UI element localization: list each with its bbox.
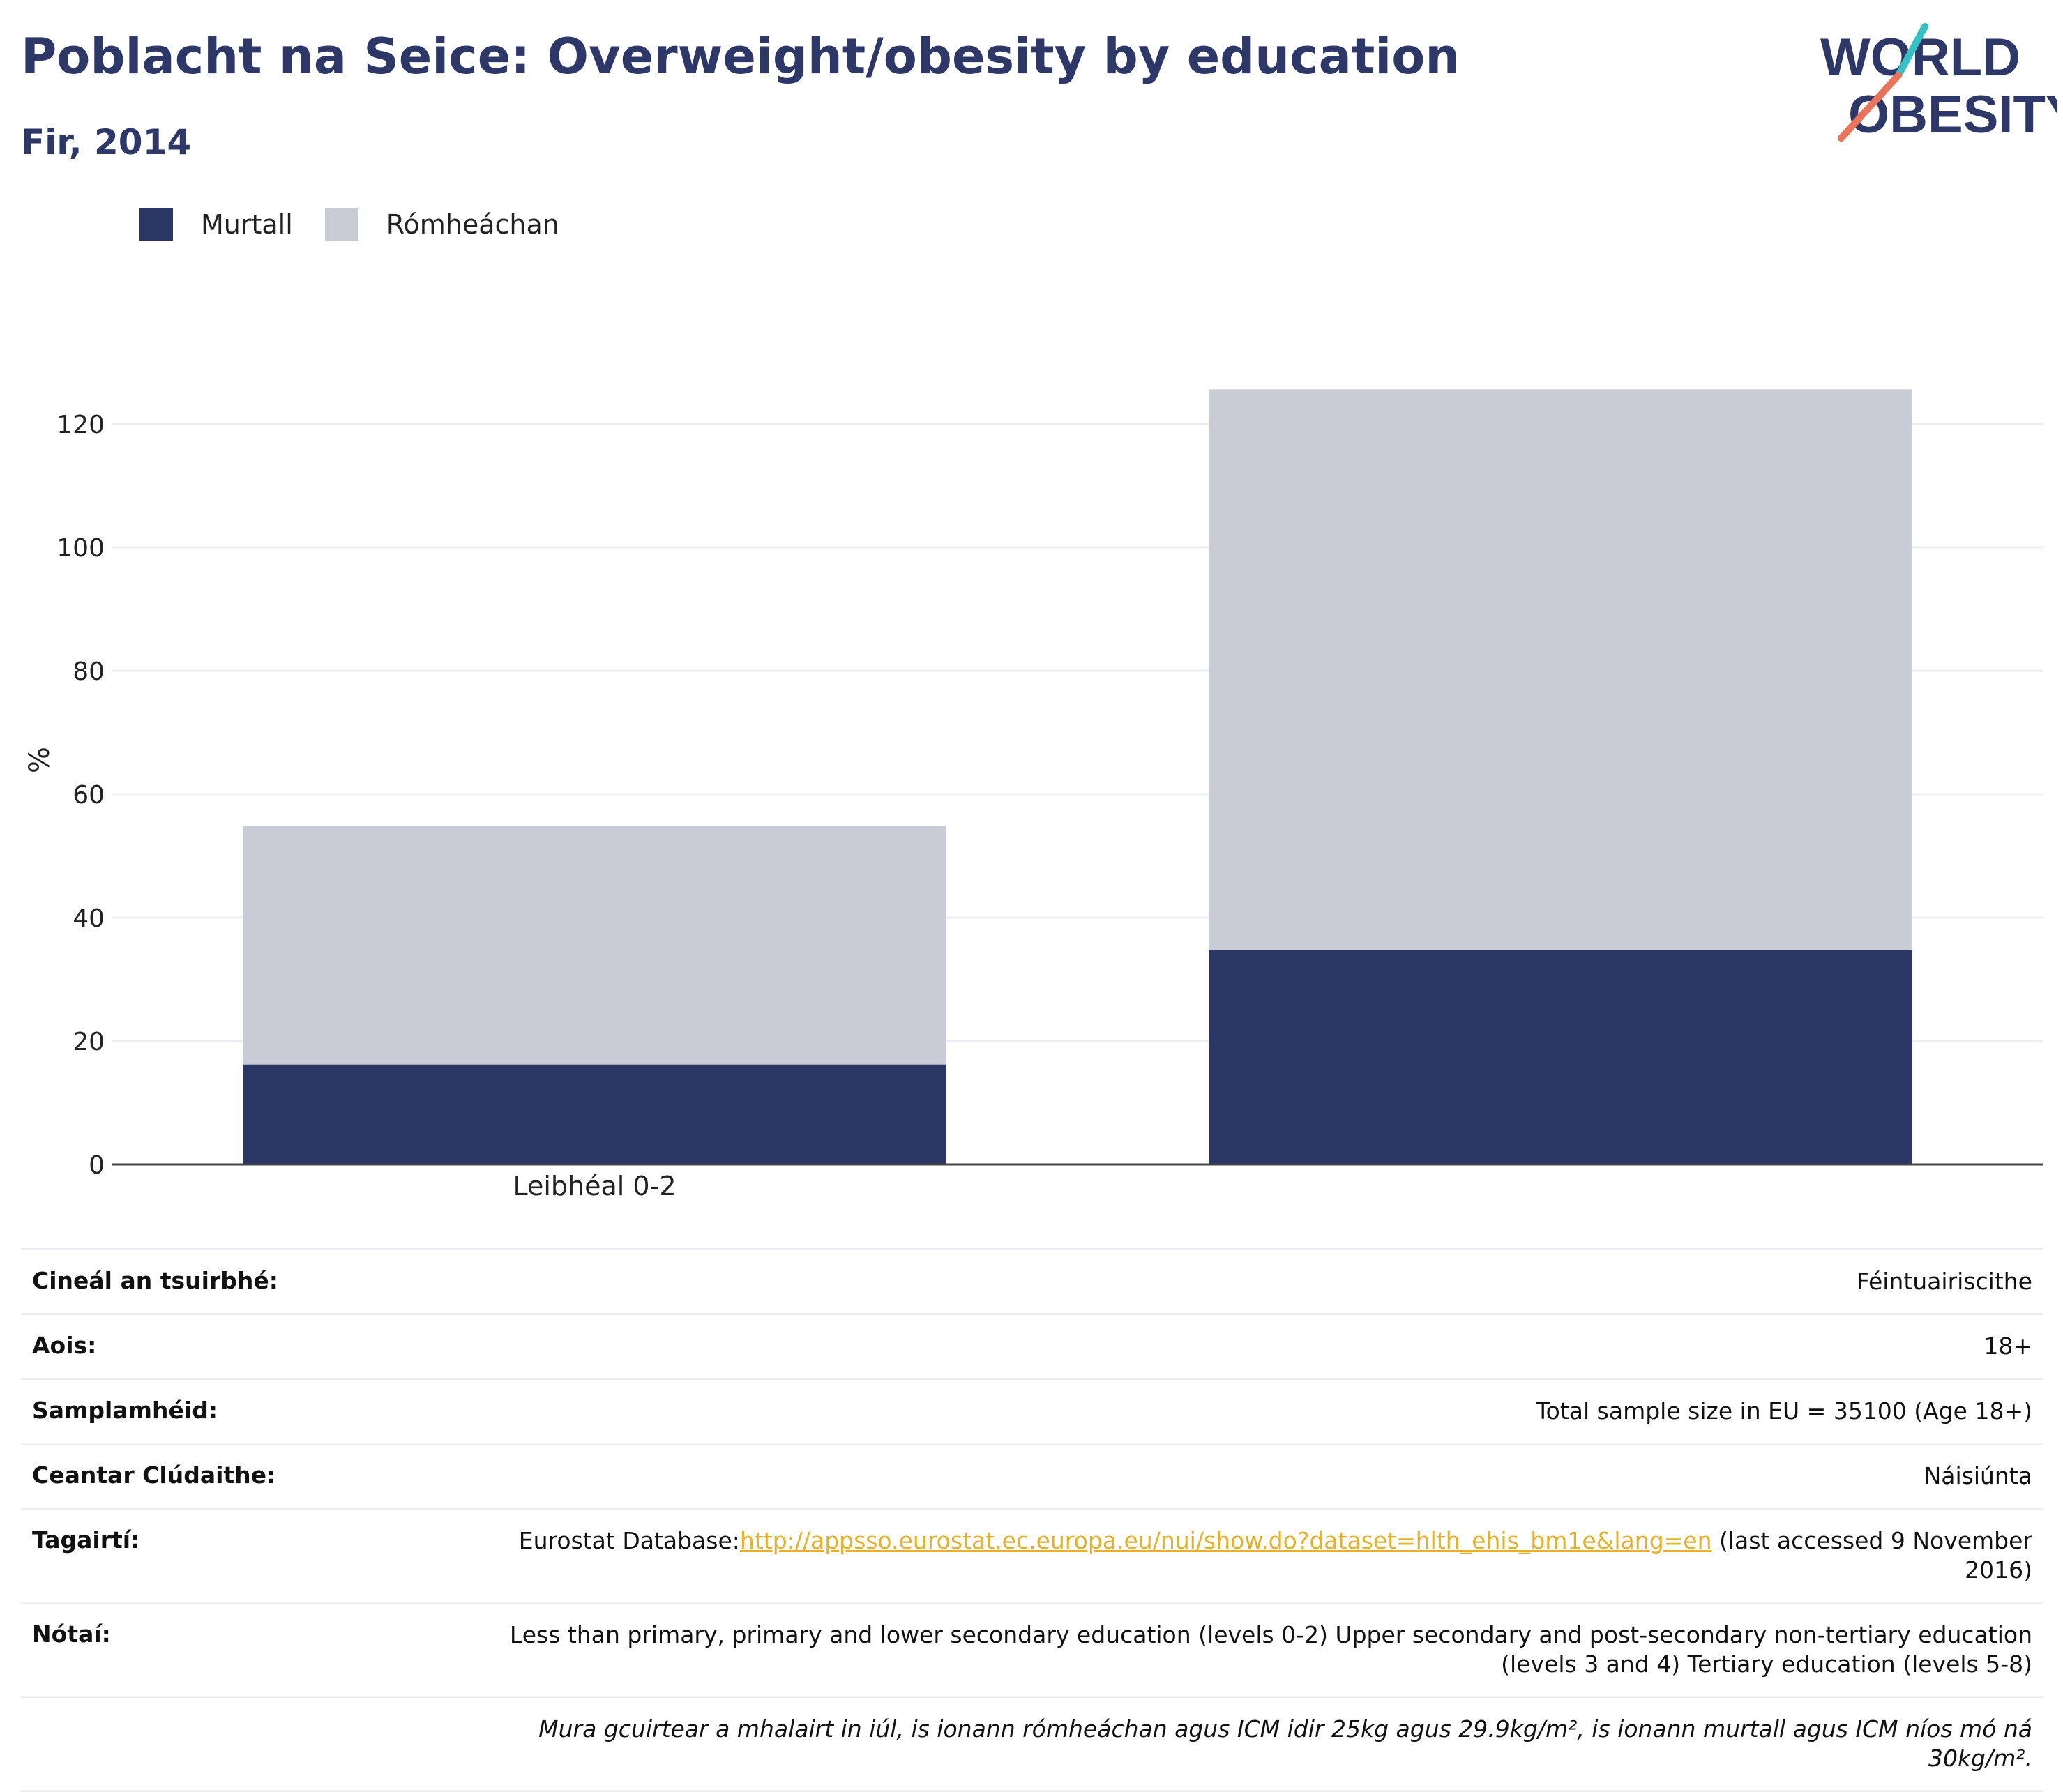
y-tick-label: 0 (89, 1151, 105, 1180)
info-row-coverage: Ceantar Clúdaithe: Náisiúnta (21, 1443, 2043, 1508)
info-label: Samplamhéid: (32, 1397, 218, 1424)
info-label: Ceantar Clúdaithe: (32, 1461, 276, 1489)
y-tick-label: 80 (73, 658, 105, 686)
y-tick-label: 100 (56, 534, 105, 563)
info-table: Cineál an tsuirbhé: Féintuairiscithe Aoi… (21, 1248, 2043, 1792)
legend-swatch-murtall (139, 208, 173, 241)
info-value: Total sample size in EU = 35100 (Age 18+… (1536, 1397, 2032, 1425)
bar-romheachan (1209, 389, 1912, 950)
info-label: Cineál an tsuirbhé: (32, 1267, 278, 1294)
legend-item-murtall: Murtall (139, 208, 293, 241)
info-row-notes: Nótaí: Less than primary, primary and lo… (21, 1602, 2043, 1696)
info-label: Nótaí: (32, 1620, 111, 1648)
reference-link[interactable]: http://appsso.eurostat.ec.europa.eu/nui/… (739, 1527, 1712, 1554)
legend-label-murtall: Murtall (201, 209, 293, 240)
legend-label-romheachan: Rómheáchan (386, 209, 559, 240)
logo-slash-top (1895, 23, 1928, 79)
info-row-footnote: Mura gcuirtear a mhalairt in iúl, is ion… (21, 1696, 2043, 1792)
bar-murtall (243, 1064, 946, 1164)
y-tick-label: 120 (56, 411, 105, 439)
info-row-references: Tagairtí: Eurostat Database:http://appss… (21, 1508, 2043, 1602)
y-axis-label: % (24, 747, 56, 773)
footnote: Mura gcuirtear a mhalairt in iúl, is ion… (538, 1715, 2032, 1772)
reference-suffix: (last accessed 9 November 2016) (1711, 1527, 2032, 1584)
page-title: Poblacht na Seice: Overweight/obesity by… (21, 28, 1460, 85)
y-tick-label: 20 (73, 1028, 105, 1056)
info-value: Less than primary, primary and lower sec… (509, 1621, 2032, 1678)
bar-romheachan (243, 826, 946, 1065)
info-row-survey-type: Cineál an tsuirbhé: Féintuairiscithe (21, 1248, 2043, 1313)
logo-slash-bottom (1838, 72, 1902, 142)
info-value: Náisiúnta (1924, 1462, 2032, 1489)
x-tick-label: Leibhéal 0-2 (513, 1171, 676, 1201)
legend-swatch-romheachan (324, 208, 358, 241)
info-value: Féintuairiscithe (1856, 1268, 2032, 1295)
page-subtitle: Fir, 2014 (21, 122, 192, 162)
info-label: Tagairtí: (32, 1526, 140, 1554)
bar-murtall (1209, 950, 1912, 1164)
info-row-age: Aois: 18+ (21, 1313, 2043, 1378)
world-obesity-logo: WORLD OBESITY (1820, 23, 2057, 144)
info-label: Aois: (32, 1332, 97, 1359)
info-value: 18+ (1983, 1332, 2032, 1360)
info-value: Eurostat Database:http://appsso.eurostat… (498, 1526, 2032, 1585)
info-row-sample: Samplamhéid: Total sample size in EU = 3… (21, 1378, 2043, 1443)
legend-item-romheachan: Rómheáchan (324, 208, 559, 241)
y-tick-label: 40 (73, 904, 105, 933)
chart-legend: Murtall Rómheáchan (139, 206, 591, 243)
y-tick-label: 60 (73, 781, 105, 810)
reference-prefix: Eurostat Database: (518, 1527, 740, 1554)
bar-chart: 0 20 40 60 80 100 120% Leibhéal 0-2 (24, 389, 2043, 1201)
